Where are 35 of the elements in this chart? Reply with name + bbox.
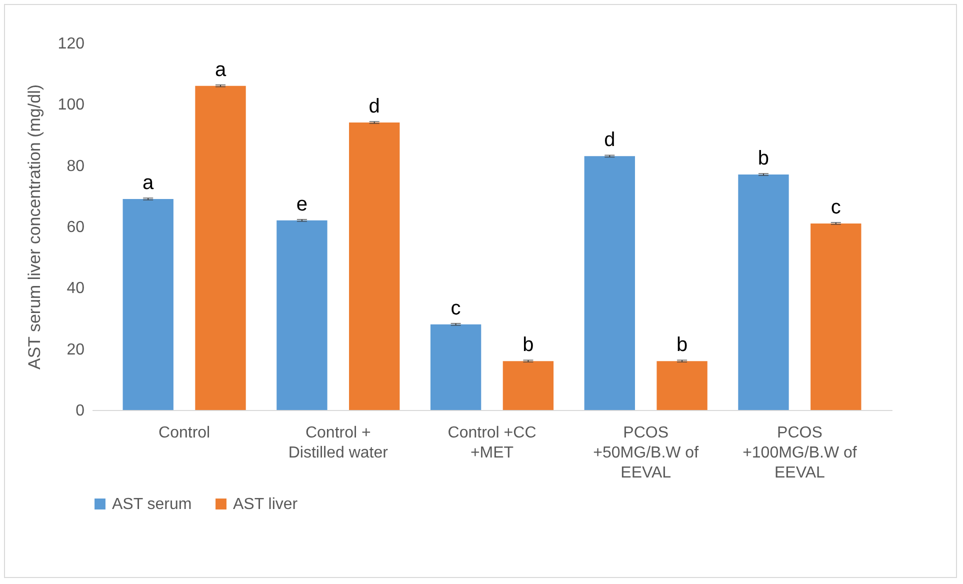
bar — [656, 361, 708, 410]
bar — [738, 174, 789, 410]
legend-label: AST liver — [233, 496, 298, 513]
data-label: d — [368, 96, 380, 118]
bar — [430, 324, 482, 410]
data-label: c — [450, 297, 461, 320]
x-tick-label: Control — [158, 424, 210, 442]
data-label: a — [214, 58, 227, 81]
y-tick-label: 60 — [66, 219, 85, 236]
data-label: e — [296, 193, 308, 216]
y-tick-label: 20 — [66, 341, 85, 358]
bar — [276, 220, 328, 410]
bar — [122, 198, 174, 410]
data-label: b — [758, 148, 770, 170]
y-tick-label: 80 — [66, 158, 85, 175]
x-tick-label: Control +CC +MET — [448, 424, 536, 462]
y-axis-title: AST serum liver concentration (mg/dl) — [24, 84, 44, 370]
y-tick-label: 100 — [58, 96, 85, 114]
x-tick-label: PCOS +50MG/B.W of EEVAL — [593, 424, 700, 482]
bar — [195, 86, 246, 410]
bar — [584, 156, 635, 410]
data-label: a — [142, 172, 155, 194]
data-label: b — [676, 334, 688, 356]
y-tick-label: 120 — [58, 36, 85, 52]
y-tick-label: 0 — [76, 402, 85, 420]
data-label: c — [830, 196, 841, 218]
bar — [502, 361, 554, 410]
x-tick-label: Control + Distilled water — [288, 424, 389, 462]
data-label: b — [522, 334, 534, 356]
x-tick-label: PCOS +100MG/B.W of EEVAL — [742, 424, 858, 482]
y-tick-label: 40 — [66, 280, 85, 298]
legend-label: AST serum — [112, 496, 192, 513]
bar — [810, 223, 862, 410]
data-label: d — [604, 129, 616, 152]
bar — [349, 122, 400, 410]
